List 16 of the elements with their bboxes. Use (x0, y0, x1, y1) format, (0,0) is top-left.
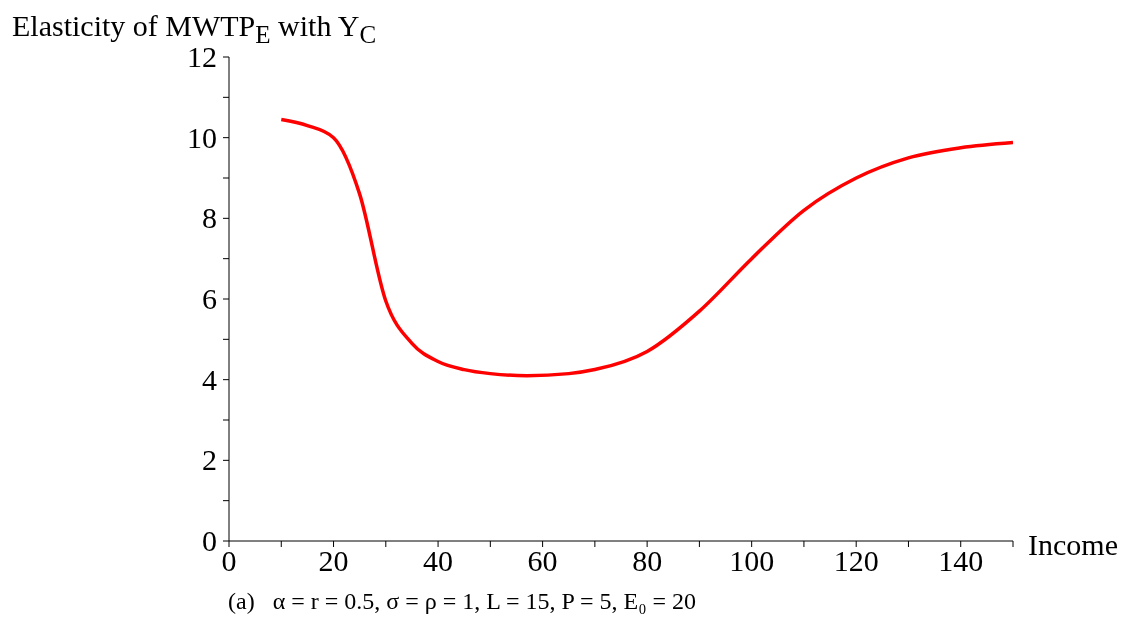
y-tick-label: 6 (202, 282, 217, 315)
x-tick-label: 120 (833, 544, 879, 577)
y-tick-label: 0 (202, 524, 217, 557)
x-tick-label: 60 (527, 544, 558, 577)
x-tick-label: 140 (938, 544, 984, 577)
x-tick-label: 40 (423, 544, 454, 577)
y-tick-label: 10 (187, 120, 217, 154)
line-series (279, 117, 1013, 378)
text: (a) α = r = 0.5, σ = ρ = 1, L = 15, P = 5, E₀ = 20 (228, 588, 697, 615)
y-tick-label: 2 (202, 443, 217, 477)
y-tick-label: 8 (202, 201, 217, 235)
x-axis-title: Income (1028, 528, 1118, 562)
x-tick-label: 100 (729, 544, 775, 577)
x-tick-label: 20 (318, 544, 349, 577)
y-tick-label: 4 (202, 362, 217, 396)
x-tick-label: 80 (632, 544, 663, 577)
